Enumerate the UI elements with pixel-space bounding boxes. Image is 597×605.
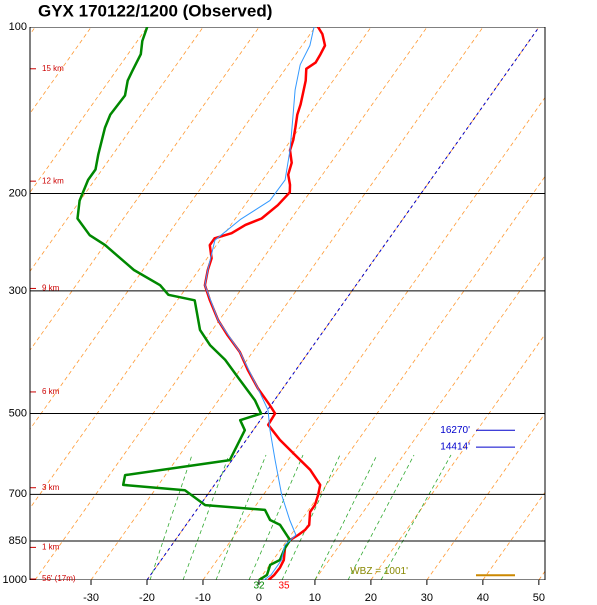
height-label: 15 km <box>42 64 64 73</box>
mixing-ratio-line <box>215 454 267 580</box>
y-tick-label: 1000 <box>3 574 27 586</box>
level-label: WBZ = 1001' <box>350 566 408 577</box>
height-label: 9 km <box>42 284 60 293</box>
mixing-ratio-line <box>248 454 304 580</box>
highlight-isotherm <box>146 27 540 580</box>
y-tick-label: 500 <box>9 407 27 419</box>
x-tick-label: 40 <box>477 592 489 604</box>
mixing-ratio-line <box>182 454 230 580</box>
x-tick-label: 10 <box>309 592 321 604</box>
y-tick-label: 200 <box>9 187 27 199</box>
x-tick-label: -10 <box>195 592 211 604</box>
surface-temperature: 35 <box>278 581 290 592</box>
y-tick-label: 850 <box>9 535 27 547</box>
isotherm <box>34 27 428 580</box>
isotherm <box>30 27 316 430</box>
level-label: 16270' <box>440 425 470 436</box>
mixing-ratio-line <box>347 454 415 580</box>
height-label: 12 km <box>42 176 64 185</box>
data-layer <box>76 27 327 580</box>
label-layer: -30 -20 -10 0 10 20 30 40 50 100 200 300 500 700 850 10… <box>3 21 545 604</box>
x-tick-label: 0 <box>256 592 262 604</box>
isotherm <box>30 27 260 351</box>
isotherm <box>202 96 545 580</box>
y-tick-label: 700 <box>9 488 27 500</box>
y-tick-label: 100 <box>9 21 27 33</box>
height-label: 3 km <box>42 483 60 492</box>
mixing-ratio-line <box>380 454 452 580</box>
x-tick-label: -30 <box>83 592 99 604</box>
chart-title: GYX 170122/1200 (Observed) <box>38 1 272 20</box>
x-tick-label: 30 <box>421 592 433 604</box>
isotherm <box>314 254 545 580</box>
height-label: 6 km <box>42 387 60 396</box>
isotherm <box>258 175 545 580</box>
mixing-ratio-line <box>281 454 341 580</box>
x-tick-label: 50 <box>533 592 545 604</box>
surface-dewpoint: 32 <box>253 581 265 592</box>
mixing-ratio-line <box>314 454 378 580</box>
mixing-ratio-line <box>149 454 193 580</box>
isotherm <box>370 333 545 580</box>
profile-line <box>76 27 292 580</box>
height-label: 1 km <box>42 542 60 551</box>
height-label: 56' (17m) <box>42 574 76 583</box>
y-tick-label: 300 <box>9 285 27 297</box>
isotherm <box>426 412 545 580</box>
x-tick-label: 20 <box>365 592 377 604</box>
level-label: 14414' <box>440 442 470 453</box>
profile-line <box>204 27 315 580</box>
isotherm <box>30 27 372 509</box>
x-tick-label: -20 <box>139 592 155 604</box>
